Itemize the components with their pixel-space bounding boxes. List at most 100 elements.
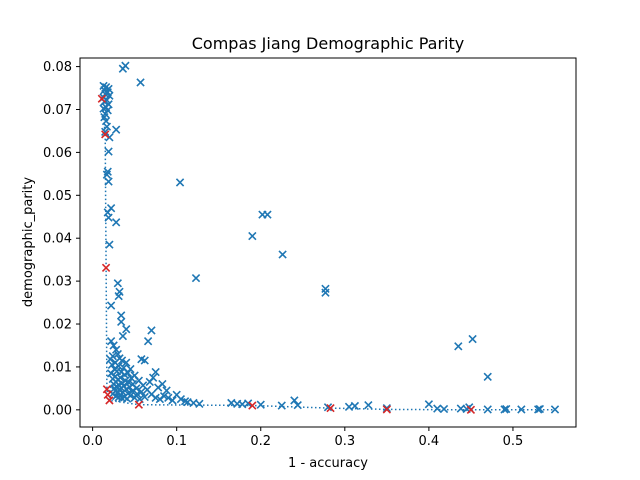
pareto-point (466, 405, 476, 415)
pareto-point (101, 130, 110, 139)
data-point (550, 405, 560, 414)
data-point (111, 125, 121, 134)
data-point (483, 405, 492, 414)
y-tick-label: 0.03 (43, 275, 72, 290)
pareto-point (101, 263, 111, 272)
data-point (454, 342, 463, 351)
data-point (127, 387, 137, 396)
data-point (106, 301, 116, 310)
data-point (140, 392, 149, 402)
data-point (290, 396, 299, 405)
data-point (143, 337, 153, 346)
data-point (122, 325, 131, 334)
data-point (106, 337, 116, 346)
data-point (535, 404, 545, 414)
data-point (109, 341, 118, 350)
data-point (104, 147, 113, 156)
pareto-point (134, 400, 144, 409)
y-tick-label: 0.07 (43, 103, 72, 118)
data-point (111, 345, 121, 354)
data-point (102, 170, 112, 179)
data-point (107, 360, 117, 369)
data-point (164, 393, 173, 402)
chart-title: Compas Jiang Demographic Parity (192, 34, 464, 53)
pareto-point (326, 403, 335, 413)
data-point (102, 122, 112, 131)
data-point (151, 367, 160, 377)
plot-frame (79, 57, 577, 428)
data-point (321, 288, 330, 297)
data-point (483, 372, 492, 381)
data-point (106, 355, 115, 364)
y-tick-label: 0.00 (43, 403, 72, 418)
x-tick-label: 0.3 (334, 434, 355, 449)
y-tick-label: 0.04 (43, 232, 72, 247)
data-point (145, 377, 154, 387)
data-point (195, 399, 204, 408)
data-point (439, 404, 449, 414)
x-tick-label: 0.0 (82, 434, 103, 449)
data-point (175, 178, 185, 187)
x-axis-label: 1 - accuracy (288, 456, 368, 471)
x-tick-label: 0.4 (419, 434, 440, 449)
data-point (117, 317, 126, 327)
x-tick-label: 0.2 (250, 434, 271, 449)
data-point (105, 240, 114, 249)
data-point (140, 356, 149, 365)
pareto-point (103, 390, 112, 399)
data-point (106, 369, 116, 378)
data-point (293, 400, 302, 410)
data-point (117, 311, 126, 320)
data-point (133, 389, 142, 399)
data-point (113, 279, 122, 288)
data-point (502, 404, 511, 414)
data-point (154, 383, 163, 392)
data-point (113, 349, 122, 359)
y-tick-label: 0.01 (43, 360, 72, 375)
data-point (424, 400, 434, 409)
data-point (323, 403, 333, 412)
data-point (117, 356, 127, 365)
data-point (263, 210, 272, 219)
data-point (364, 400, 373, 410)
data-point (118, 331, 128, 341)
data-point (162, 386, 171, 395)
data-point (180, 397, 190, 406)
data-point (155, 394, 165, 404)
points-layer (97, 61, 560, 415)
pareto-point (382, 405, 392, 414)
y-axis-label: demographic_parity (21, 177, 36, 307)
data-point (176, 394, 186, 404)
data-point (104, 177, 113, 186)
data-point (500, 405, 509, 414)
data-point (104, 213, 113, 222)
y-tick-label: 0.08 (43, 60, 72, 75)
data-point (111, 218, 121, 227)
data-point (278, 250, 287, 259)
x-tick-label: 0.5 (503, 434, 524, 449)
data-point (101, 127, 110, 136)
data-point (168, 396, 177, 405)
data-point (350, 401, 360, 411)
data-point (433, 404, 442, 413)
data-point (122, 394, 132, 403)
data-point (534, 405, 543, 414)
data-point (136, 78, 145, 87)
pareto-point (248, 401, 257, 410)
data-point (127, 373, 136, 383)
data-point (248, 231, 257, 241)
data-point (114, 361, 123, 371)
data-point (277, 401, 286, 410)
y-tick-label: 0.05 (43, 189, 72, 204)
data-point (122, 358, 131, 367)
data-point (256, 400, 265, 409)
data-point (114, 291, 123, 301)
data-point (243, 399, 253, 408)
data-point (191, 273, 201, 283)
data-point (137, 387, 146, 396)
data-point (517, 405, 526, 414)
data-point (105, 133, 114, 142)
axes-layer: 0.0 0.1 0.2 0.3 0.4 0.5 0.00 0.01 0.02 0.03 0.04 0.… (43, 57, 577, 449)
